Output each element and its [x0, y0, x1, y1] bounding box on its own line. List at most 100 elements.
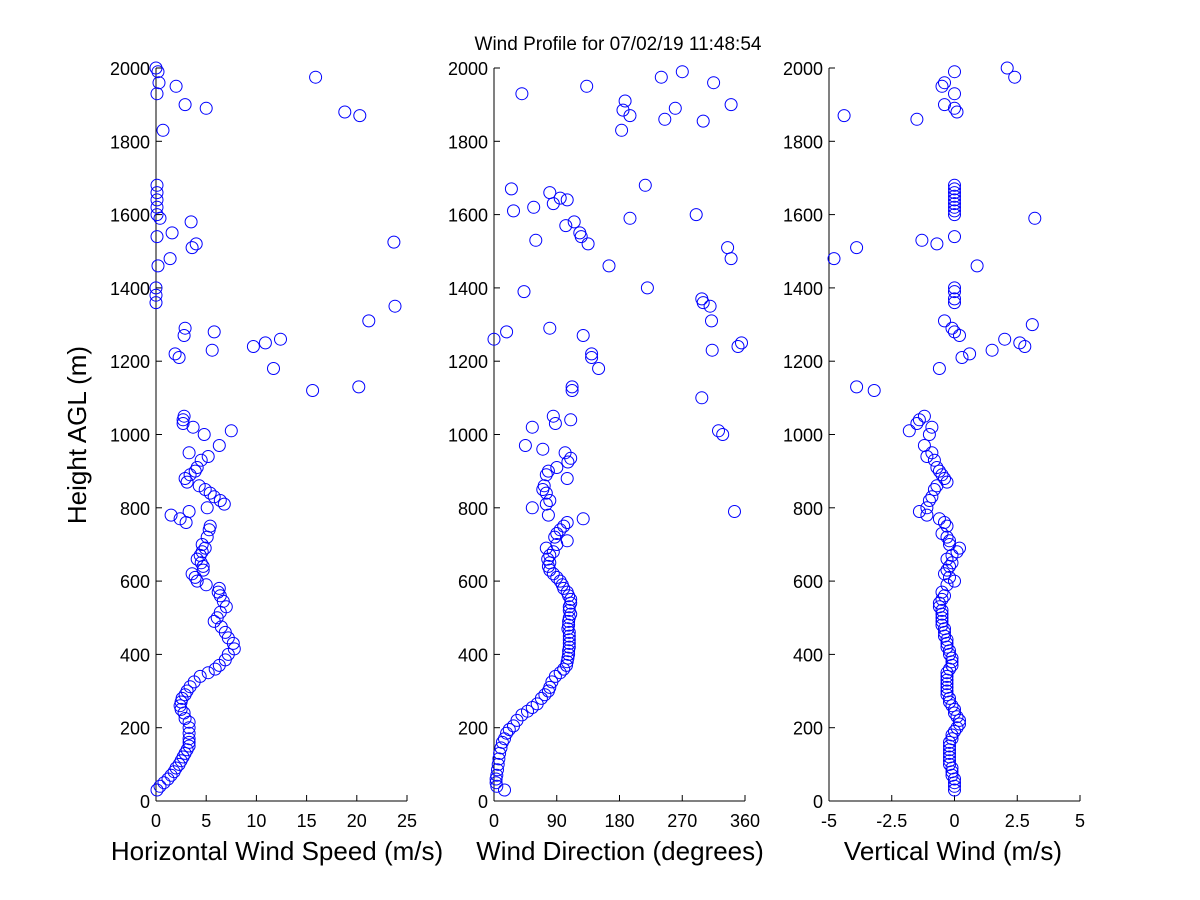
- data-point: [948, 281, 961, 295]
- y-tick-label: 2000: [783, 59, 823, 79]
- data-point: [150, 87, 164, 101]
- data-point: [491, 763, 504, 777]
- data-point: [920, 450, 934, 463]
- data-point: [689, 208, 703, 222]
- data-point: [169, 761, 183, 775]
- data-point: [525, 420, 539, 434]
- data-point: [165, 226, 179, 240]
- data-point: [189, 237, 203, 251]
- data-point: [163, 252, 177, 266]
- data-point: [182, 446, 196, 460]
- data-point: [153, 779, 167, 793]
- data-point: [985, 343, 999, 357]
- data-point: [640, 281, 654, 295]
- x-axis-label: Horizontal Wind Speed (m/s): [111, 836, 443, 866]
- data-point: [546, 409, 560, 423]
- x-tick-label: 0: [489, 811, 499, 831]
- data-point: [180, 743, 194, 757]
- data-point: [948, 574, 961, 588]
- data-point: [935, 468, 949, 482]
- data-point: [940, 666, 954, 680]
- data-point: [178, 712, 192, 725]
- data-point: [943, 743, 956, 757]
- data-point: [675, 65, 689, 79]
- data-point: [953, 541, 966, 555]
- data-point: [1008, 70, 1022, 84]
- data-point: [539, 468, 553, 482]
- data-point: [208, 662, 222, 676]
- data-point: [927, 453, 941, 467]
- y-axis-label: Height AGL (m): [62, 346, 92, 524]
- data-point: [309, 70, 323, 84]
- data-point: [948, 182, 961, 196]
- data-point: [172, 351, 186, 364]
- data-point: [912, 413, 926, 427]
- data-point: [149, 281, 163, 295]
- data-point: [176, 750, 190, 764]
- y-tick-label: 600: [793, 572, 823, 592]
- data-point: [150, 193, 164, 207]
- data-point: [548, 417, 562, 430]
- data-point: [553, 666, 567, 680]
- data-point: [920, 501, 934, 515]
- data-point: [543, 563, 557, 577]
- data-point: [182, 732, 196, 746]
- data-point: [553, 574, 567, 588]
- data-point: [716, 428, 730, 441]
- data-point: [940, 519, 954, 533]
- data-point: [930, 237, 944, 251]
- data-point: [151, 65, 165, 79]
- data-point: [518, 439, 532, 452]
- data-point: [182, 726, 196, 740]
- y-tick-label: 0: [140, 792, 150, 812]
- data-point: [541, 464, 555, 478]
- data-point: [623, 211, 637, 225]
- y-tick-label: 1200: [448, 352, 488, 372]
- data-point: [562, 589, 576, 603]
- data-point: [668, 101, 682, 115]
- data-point: [153, 211, 167, 225]
- data-point: [190, 461, 204, 474]
- data-point: [541, 552, 555, 566]
- data-point: [224, 424, 238, 438]
- data-point: [267, 362, 280, 375]
- data-point: [338, 105, 352, 119]
- data-point: [543, 494, 557, 507]
- data-point: [922, 428, 936, 441]
- data-point: [212, 658, 226, 672]
- data-point: [562, 600, 576, 614]
- data-point: [200, 530, 214, 544]
- data-point: [945, 658, 959, 672]
- data-point: [164, 768, 178, 782]
- data-point: [574, 230, 588, 244]
- data-point: [948, 783, 961, 797]
- y-tick-label: 1000: [110, 426, 150, 446]
- data-point: [178, 688, 192, 702]
- x-tick-label: 0: [949, 811, 959, 831]
- data-point: [197, 428, 211, 441]
- data-point: [564, 413, 578, 427]
- data-point: [564, 592, 578, 606]
- data-point: [258, 336, 272, 350]
- data-point: [564, 451, 578, 465]
- data-point: [353, 109, 367, 123]
- data-point: [837, 109, 851, 123]
- data-point: [543, 321, 557, 335]
- data-point: [948, 706, 961, 720]
- data-point: [201, 450, 215, 463]
- data-point: [560, 516, 574, 529]
- x-tick-label: 5: [201, 811, 211, 831]
- data-point: [998, 332, 1012, 346]
- data-point: [184, 215, 198, 229]
- data-point: [943, 757, 956, 771]
- data-point: [210, 611, 224, 625]
- y-tick-label: 200: [793, 719, 823, 739]
- data-point: [493, 746, 507, 760]
- data-point: [388, 299, 402, 313]
- data-point: [950, 710, 964, 724]
- data-point: [728, 505, 741, 518]
- data-point: [910, 112, 924, 126]
- data-point: [1025, 318, 1039, 332]
- data-point: [536, 442, 550, 456]
